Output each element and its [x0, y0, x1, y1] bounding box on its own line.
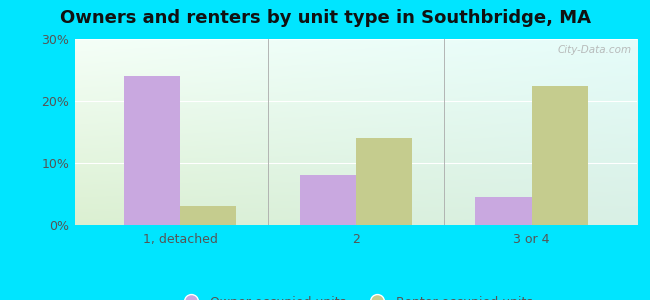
Text: Owners and renters by unit type in Southbridge, MA: Owners and renters by unit type in South…	[60, 9, 590, 27]
Text: City-Data.com: City-Data.com	[557, 45, 631, 55]
Bar	[300, 176, 356, 225]
Legend: Owner occupied units, Renter occupied units: Owner occupied units, Renter occupied un…	[174, 291, 538, 300]
Bar	[532, 85, 588, 225]
Bar	[475, 197, 532, 225]
Bar	[124, 76, 180, 225]
Bar	[356, 138, 412, 225]
Bar	[180, 206, 237, 225]
